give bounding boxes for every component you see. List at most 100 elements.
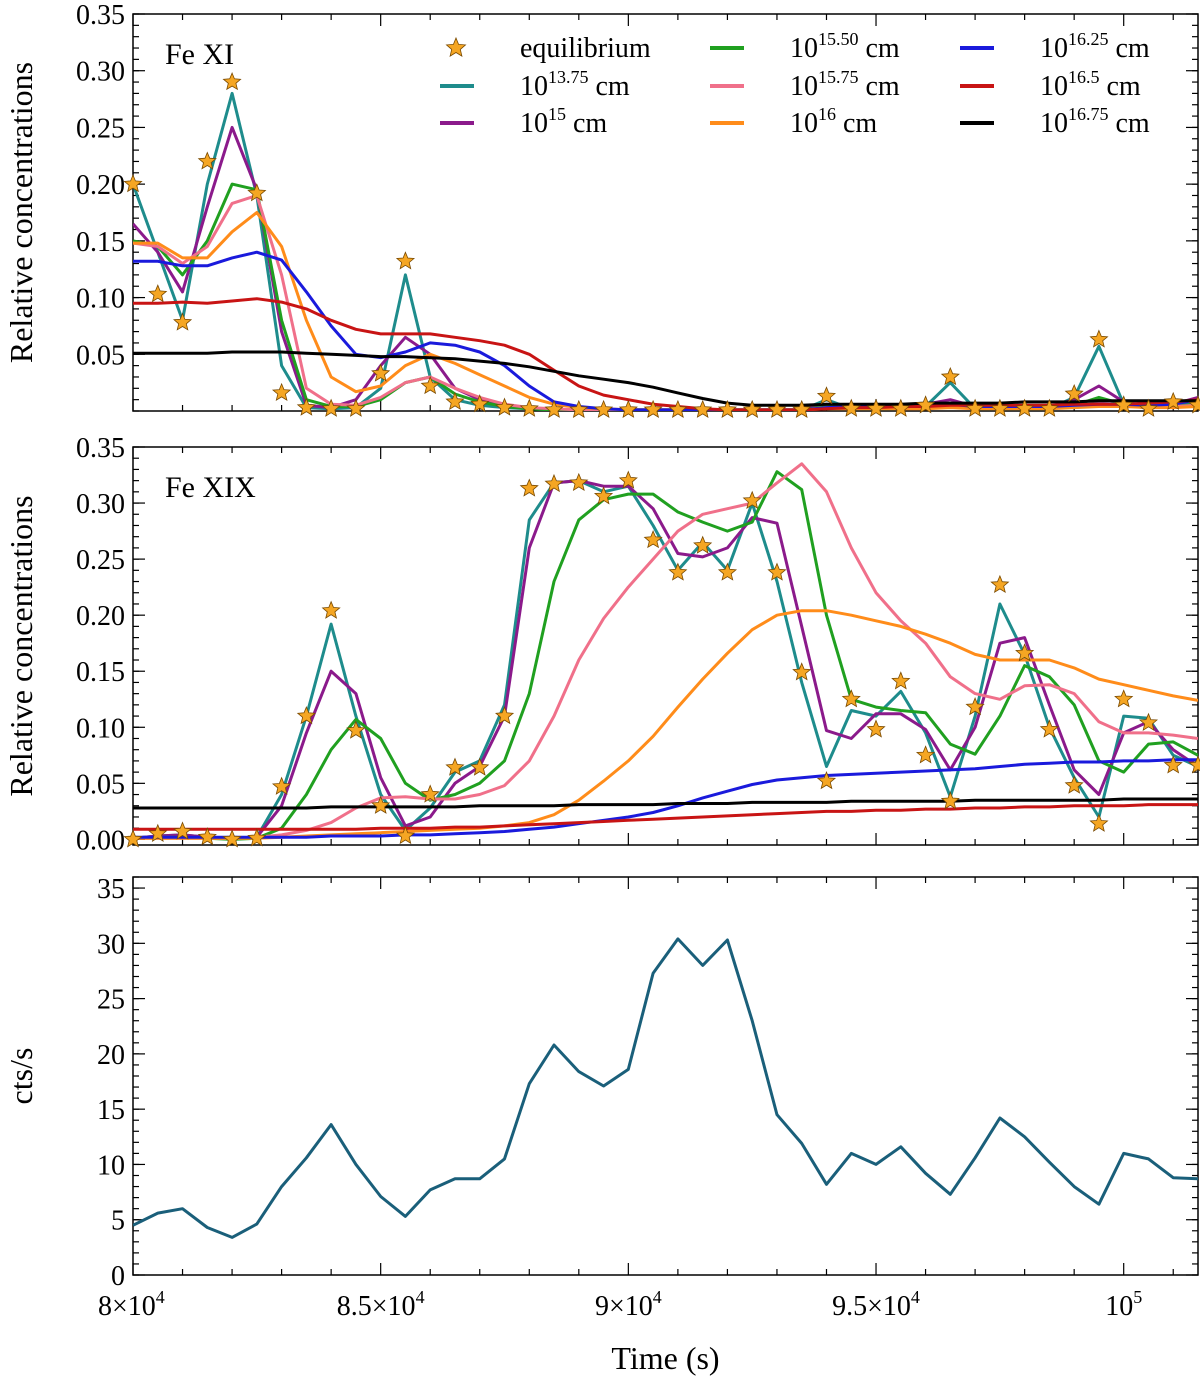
equilibrium-marker xyxy=(321,600,341,619)
y-tick-label: 15 xyxy=(97,1095,125,1126)
equilibrium-marker xyxy=(1064,775,1084,794)
x-tick-label: 9.5×104 xyxy=(832,1287,920,1322)
equilibrium-marker xyxy=(271,382,292,401)
y-tick-label: 0.10 xyxy=(76,713,125,744)
equilibrium-marker xyxy=(915,745,936,764)
equilibrium-marker xyxy=(222,72,242,91)
equilibrium-marker xyxy=(395,251,416,270)
equilibrium-marker xyxy=(123,829,143,848)
y-tick-label: 35 xyxy=(97,874,125,905)
equilibrium-marker xyxy=(395,825,416,845)
y-tick-label: 0.30 xyxy=(76,489,125,520)
y-tick-label: 25 xyxy=(97,985,125,1016)
legend-label: 1015.75 cm xyxy=(790,67,900,102)
equilibrium-marker xyxy=(470,394,490,413)
legend-label: equilibrium xyxy=(520,33,651,64)
y-tick-label: 0.15 xyxy=(76,227,125,258)
equilibrium-marker xyxy=(1015,398,1035,417)
equilibrium-marker xyxy=(816,771,837,790)
y-tick-label: 0.00 xyxy=(76,825,125,856)
panel-label: Fe XIX xyxy=(165,471,256,504)
y-tick-label: 0.25 xyxy=(76,545,125,576)
series-10-13-75-cm xyxy=(133,479,1198,840)
equilibrium-marker xyxy=(1015,643,1035,662)
equilibrium-marker xyxy=(420,375,440,395)
series-10-15-75-cm xyxy=(133,462,1198,840)
equilibrium-marker xyxy=(593,486,614,505)
y-axis-label: Relative concentrations xyxy=(3,495,39,796)
plot-frame xyxy=(132,876,1199,1276)
equilibrium-marker xyxy=(668,399,688,418)
equilibrium-marker xyxy=(173,821,193,840)
equilibrium-marker xyxy=(1064,383,1084,403)
equilibrium-marker xyxy=(544,399,564,418)
panel-label: Fe XI xyxy=(165,38,234,71)
equilibrium-marker xyxy=(495,706,515,725)
equilibrium-marker xyxy=(717,562,738,581)
equilibrium-marker xyxy=(940,791,960,810)
y-tick-label: 0.20 xyxy=(76,601,125,632)
equilibrium-marker xyxy=(965,697,985,716)
equilibrium-marker xyxy=(1114,689,1134,708)
equilibrium-marker xyxy=(371,363,391,382)
y-tick-label: 0 xyxy=(111,1261,125,1292)
equilibrium-marker xyxy=(569,472,589,492)
equilibrium-marker xyxy=(569,399,589,418)
equilibrium-marker xyxy=(643,399,663,418)
plot-area xyxy=(133,937,1198,1239)
legend-label: 1013.75 cm xyxy=(520,67,630,102)
equilibrium-marker xyxy=(445,391,465,411)
series-10-16-25-cm xyxy=(133,758,1198,839)
x-tick-label: 8.5×104 xyxy=(337,1287,425,1322)
plot-frame xyxy=(132,446,1199,846)
equilibrium-marker xyxy=(371,795,391,814)
equilibrium-marker xyxy=(668,562,688,581)
equilibrium-marker xyxy=(296,706,316,725)
panel-fe-xix: 0.00 0.05 0.10 0.15 0.20 0.25 0.30 0.35 Relative… xyxy=(3,433,1200,856)
equilibrium-marker xyxy=(247,183,267,202)
equilibrium-marker xyxy=(717,399,738,418)
equilibrium-marker xyxy=(1089,813,1109,832)
equilibrium-marker xyxy=(1188,395,1200,414)
equilibrium-marker xyxy=(915,395,936,414)
equilibrium-marker xyxy=(197,151,217,170)
equilibrium-marker xyxy=(222,829,242,848)
plot-area xyxy=(133,91,1198,411)
equilibrium-marker xyxy=(1114,395,1134,414)
x-tick-label: 105 xyxy=(1105,1287,1142,1322)
equilibrium-marker xyxy=(618,399,638,418)
equilibrium-marker xyxy=(445,757,465,776)
y-tick-label: 0.05 xyxy=(76,769,125,800)
equilibrium-marker xyxy=(792,399,812,418)
x-tick-label: 9×104 xyxy=(595,1287,662,1322)
equilibrium-marker xyxy=(767,399,787,418)
series-count-rate xyxy=(133,937,1198,1239)
y-tick-label: 0.20 xyxy=(76,170,125,201)
equilibrium-marker xyxy=(841,689,861,708)
equilibrium-marker xyxy=(866,398,886,417)
equilibrium-marker xyxy=(1039,719,1060,738)
y-tick-label: 20 xyxy=(97,1040,125,1071)
equilibrium-marker xyxy=(593,399,614,418)
equilibrium-marker xyxy=(618,470,638,489)
equilibrium-marker xyxy=(321,398,341,417)
y-axis-label: Relative concentrations xyxy=(3,62,39,363)
equilibrium-marker xyxy=(767,562,787,581)
x-axis-label: Time (s) xyxy=(611,1340,719,1376)
equilibrium-marker xyxy=(792,662,812,681)
y-tick-label: 0.10 xyxy=(76,284,125,315)
equilibrium-marker xyxy=(197,827,217,846)
equilibrium-marker xyxy=(990,574,1010,594)
equilibrium-marker xyxy=(1138,712,1159,731)
equilibrium-marker xyxy=(693,399,713,418)
equilibrium-marker xyxy=(1163,391,1183,411)
equilibrium-marker xyxy=(742,399,762,418)
series-10-16-cm xyxy=(133,211,1198,411)
equilibrium-marker xyxy=(123,174,143,193)
y-tick-label: 0.35 xyxy=(76,0,125,31)
equilibrium-marker xyxy=(346,398,366,417)
y-tick-label: 10 xyxy=(97,1150,125,1181)
series-10-15-50-cm xyxy=(133,182,1198,411)
legend-label: 1015.50 cm xyxy=(790,29,900,64)
